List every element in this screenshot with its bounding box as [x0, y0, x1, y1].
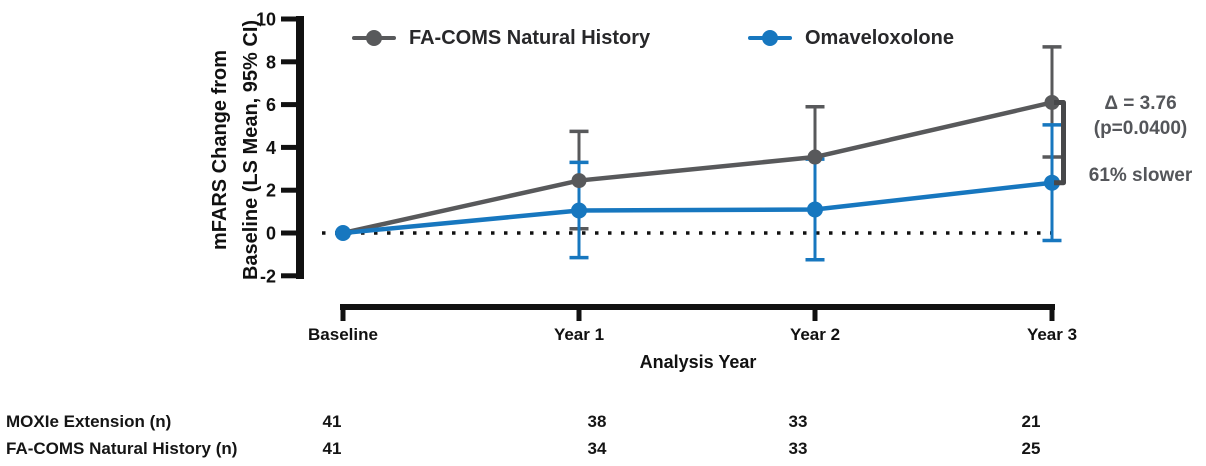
x-axis-tick [812, 310, 818, 321]
data-point-marker [807, 201, 823, 218]
y-axis-tick [281, 102, 296, 108]
x-tick-label: Year 2 [790, 325, 840, 344]
y-axis-title: mFARS Change from Baseline (LS Mean, 95%… [205, 0, 269, 305]
data-point-marker [807, 149, 823, 165]
data-point-marker [1044, 94, 1060, 110]
legend-label-omaveloxolone: Omaveloxolone [805, 26, 954, 49]
annotation-delta: Δ = 3.76 [1104, 93, 1177, 114]
table-row-label-moxie: MOXIe Extension (n) [6, 412, 172, 431]
y-axis-tick [281, 230, 296, 236]
data-point-marker [335, 225, 351, 241]
annotation-block: Δ = 3.76 (p=0.0400) 61% slower [1075, 91, 1206, 188]
comparison-bracket [1054, 99, 1066, 186]
y-axis-spine [296, 16, 304, 279]
table-cell: 41 [322, 439, 342, 458]
series-line [342, 180, 1053, 236]
x-axis-tick [340, 310, 346, 321]
x-axis-title: Analysis Year [639, 352, 757, 372]
data-point-marker [571, 202, 587, 219]
y-tick-label: 4 [266, 138, 276, 158]
legend-item-facoms: FA-COMS Natural History [352, 23, 650, 53]
table-row-label-facoms: FA-COMS Natural History (n) [6, 439, 238, 458]
table-cell: 41 [322, 412, 342, 431]
facoms-line-marker-icon [352, 30, 396, 46]
legend-item-omaveloxolone: Omaveloxolone [748, 23, 954, 53]
table-cell: 33 [788, 412, 808, 431]
y-tick-label: 2 [266, 181, 276, 201]
omaveloxolone-line-marker-icon [748, 30, 792, 46]
y-axis-tick [281, 187, 296, 193]
table-cell: 34 [587, 439, 607, 458]
table-cell: 38 [587, 412, 607, 431]
y-tick-label: 8 [266, 52, 276, 72]
y-axis-tick [281, 16, 296, 22]
data-point-marker [1044, 174, 1060, 191]
series-line [342, 100, 1053, 236]
annotation-pvalue: (p=0.0400) [1093, 118, 1188, 139]
legend-label-facoms: FA-COMS Natural History [409, 26, 651, 49]
x-tick-label: Year 1 [554, 325, 604, 344]
y-tick-label: 0 [266, 224, 276, 244]
x-axis-tick [576, 310, 582, 321]
y-tick-label: -2 [260, 266, 276, 286]
y-axis-title-line1: mFARS Change from [209, 49, 231, 251]
y-axis-tick [281, 144, 296, 150]
table-cell: 33 [788, 439, 808, 458]
y-tick-label: 6 [266, 95, 276, 115]
annotation-slower: 61% slower [1088, 165, 1193, 186]
x-tick-label: Year 3 [1027, 325, 1077, 344]
data-point-marker [571, 173, 587, 189]
y-axis-tick [281, 273, 296, 279]
y-axis-title-line2: Baseline (LS Mean, 95% CI) [240, 19, 262, 281]
x-axis-tick [1049, 310, 1055, 321]
x-axis-spine [340, 304, 1055, 310]
table-cell: 21 [1021, 412, 1041, 431]
x-tick-label: Baseline [308, 325, 378, 344]
table-cell: 25 [1021, 439, 1041, 458]
y-axis-tick [281, 59, 296, 65]
y-tick-label: 10 [256, 10, 276, 30]
